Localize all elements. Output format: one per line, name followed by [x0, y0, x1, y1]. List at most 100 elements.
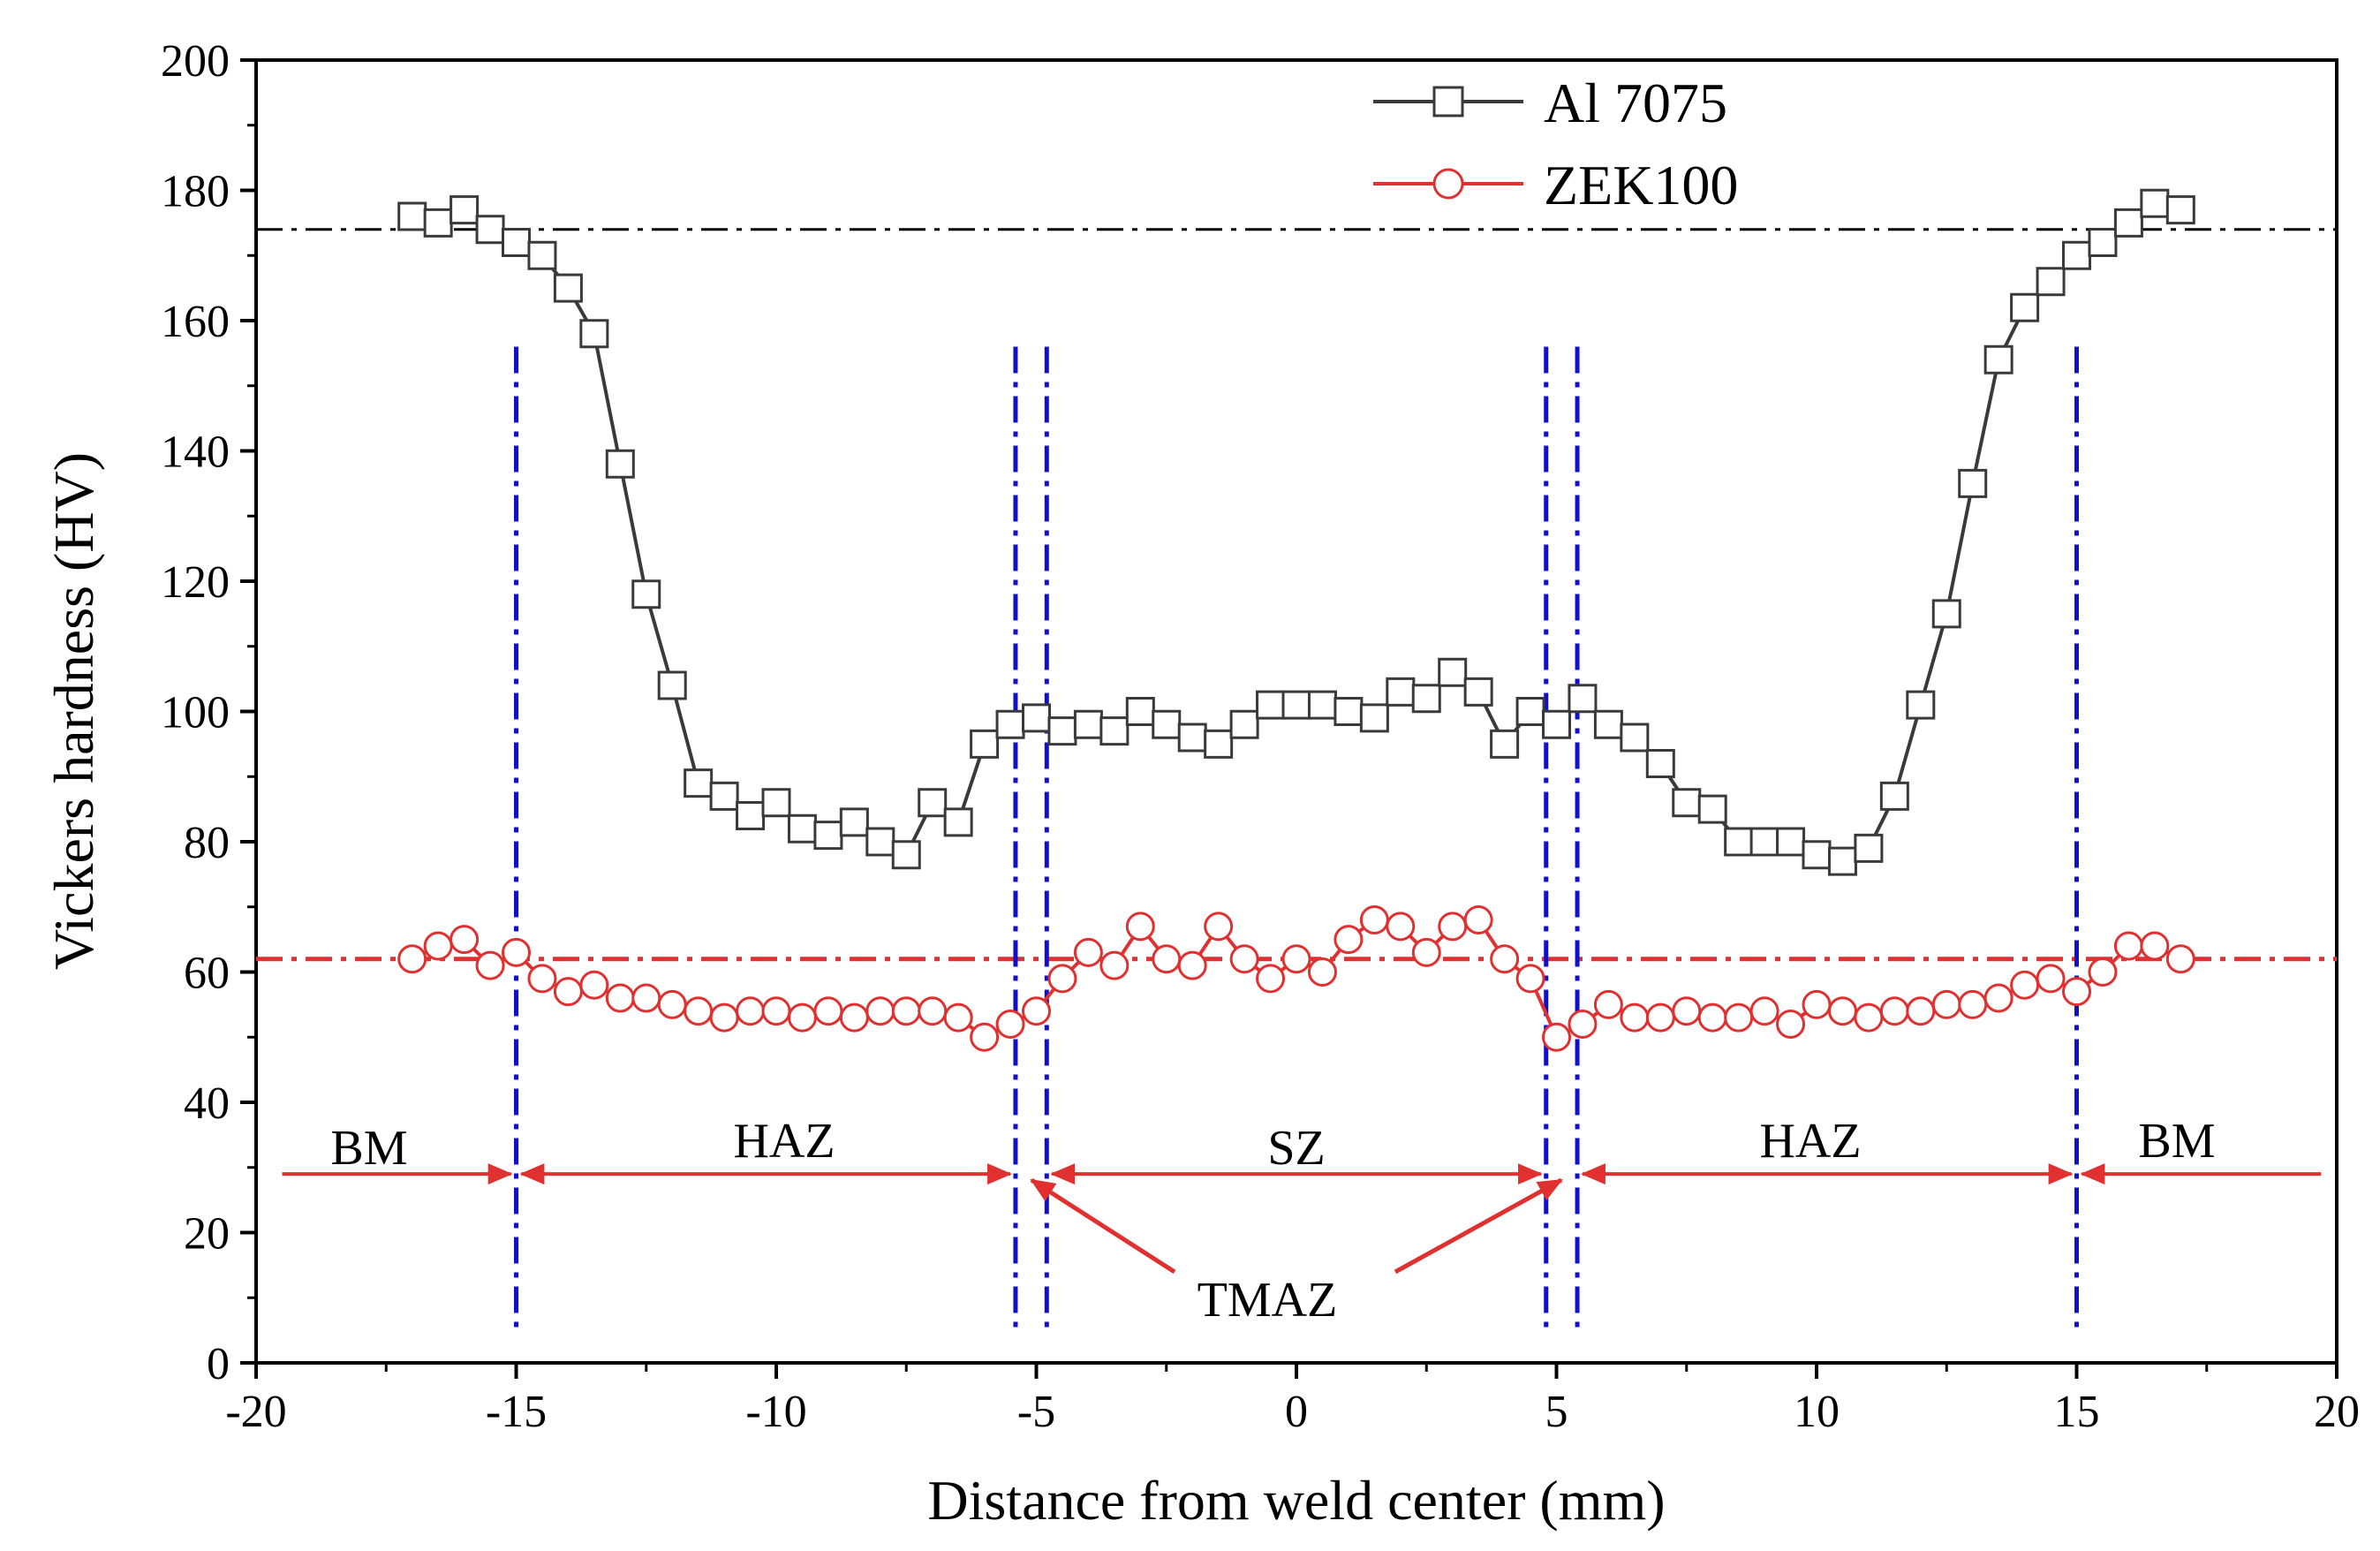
al7075-data-point	[865, 827, 895, 857]
al7075-data-point	[1958, 468, 1988, 498]
zek100-data-point	[1568, 1010, 1598, 1039]
al7075-data-point	[995, 709, 1025, 739]
zek100-data-point	[1490, 944, 1520, 974]
al7075-data-point	[918, 788, 948, 818]
al7075-data-point	[475, 215, 505, 245]
al7075-data-point	[761, 788, 791, 818]
x-tick-label: -15	[486, 1387, 547, 1437]
al7075-data-point	[1645, 749, 1675, 778]
al7075-data-point	[1593, 709, 1623, 739]
legend-marker-square	[1432, 86, 1464, 117]
zek100-data-point	[1438, 912, 1468, 942]
zek100-data-point	[709, 1002, 739, 1033]
zek100-data-point	[1229, 944, 1259, 974]
zek100-data-point	[553, 977, 583, 1007]
tmaz-label: TMAZ	[1198, 1273, 1338, 1328]
y-tick-label: 60	[184, 949, 230, 999]
zek100-data-point	[2113, 931, 2143, 961]
y-tick-label: 0	[207, 1339, 230, 1389]
al7075-data-point	[1411, 684, 1441, 714]
zek100-data-point	[423, 931, 453, 961]
zek100-data-point	[579, 970, 609, 1000]
al7075-data-point	[1490, 729, 1520, 759]
zek100-data-point	[1099, 950, 1130, 980]
legend: Al 7075 ZEK100	[1373, 72, 1738, 216]
y-axis-title: Vickers hardness (HV)	[42, 452, 105, 970]
zone-label-bm-left: BM	[330, 1121, 407, 1176]
al7075-data-point	[787, 813, 817, 844]
zek100-data-point	[1411, 937, 1441, 967]
y-tick-label: 200	[161, 36, 230, 87]
al7075-data-point	[1906, 690, 1936, 720]
al7075-data-point	[709, 781, 739, 811]
al7075-data-point	[2140, 188, 2170, 218]
zek100-data-point	[1645, 1002, 1675, 1033]
legend-marker-circle	[1432, 168, 1464, 200]
zek100-data-point	[1827, 996, 1857, 1026]
al7075-data-point	[2165, 195, 2195, 225]
zek100-data-point	[943, 1002, 973, 1033]
zek100-data-point	[1697, 1002, 1727, 1033]
al7075-data-point	[2036, 267, 2066, 297]
y-tick-label: 100	[161, 688, 230, 738]
y-tick-label: 20	[184, 1209, 230, 1260]
zek100-data-point	[475, 950, 505, 980]
al7075-data-point	[1022, 703, 1051, 733]
zek100-data-point	[1749, 996, 1779, 1026]
zek100-data-point	[1854, 1002, 1884, 1033]
al7075-data-point	[397, 201, 427, 231]
y-tick-label: 180	[161, 167, 230, 217]
zek100-data-point	[918, 996, 948, 1026]
zek100-data-point	[1386, 912, 1416, 942]
zek100-data-point	[2140, 931, 2170, 961]
zek100-data-point	[1463, 905, 1493, 934]
al7075-data-point	[1879, 781, 1909, 811]
legend-label-zek100: ZEK100	[1544, 154, 1738, 216]
al7075-data-point	[1931, 599, 1961, 629]
al7075-data-point	[1386, 677, 1416, 707]
zek100-data-point	[1515, 964, 1545, 994]
zek100-data-point	[736, 996, 766, 1026]
al7075-data-point	[605, 449, 635, 479]
x-tick-label: 20	[2314, 1387, 2360, 1437]
x-axis-title: Distance from weld center (mm)	[927, 1469, 1665, 1532]
al7075-data-point	[502, 228, 531, 257]
al7075-data-point	[1620, 723, 1650, 753]
al7075-data-point	[839, 807, 869, 837]
al7075-data-point	[2062, 240, 2091, 270]
zek100-data-point	[1593, 989, 1623, 1019]
y-axis: 0 20 40 60 80 100 120 140 160 180 200	[161, 36, 256, 1389]
zek100-data-point	[1125, 912, 1155, 942]
zek100-data-point	[2088, 957, 2118, 987]
zek100-data-point	[1672, 996, 1702, 1026]
zek100-data-point	[1047, 964, 1077, 994]
zek100-data-point	[2010, 970, 2040, 1000]
al7075-data-point	[1152, 709, 1182, 739]
zek100-data-point	[2165, 944, 2195, 974]
zek100-data-point	[787, 1002, 817, 1033]
al7075-data-point	[1463, 677, 1493, 707]
al7075-data-point	[1125, 697, 1155, 726]
al7075-data-point	[1204, 729, 1234, 759]
x-tick-label: -10	[745, 1387, 806, 1437]
y-tick-label: 40	[184, 1078, 230, 1129]
al7075-data-point	[1438, 657, 1468, 687]
zek100-data-point	[450, 925, 480, 955]
zek100-data-point	[1359, 905, 1389, 934]
zek100-data-point	[2036, 964, 2066, 994]
zek100-data-point	[891, 996, 921, 1026]
al7075-data-point	[1229, 709, 1259, 739]
x-axis: -20 -15 -10 -5 0 5 10 15 20	[225, 1363, 2360, 1437]
al7075-data-point	[1568, 684, 1598, 714]
al7075-series-line	[412, 201, 2181, 864]
zone-label-haz-left: HAZ	[733, 1114, 835, 1169]
al7075-data-point	[1802, 840, 1832, 870]
zone-label-haz-right: HAZ	[1759, 1114, 1861, 1169]
al7075-data-point	[1256, 690, 1286, 720]
al7075-data-point	[891, 840, 921, 870]
al7075-data-point	[1827, 846, 1857, 876]
al7075-data-point	[1177, 723, 1207, 753]
zek100-data-point	[397, 944, 427, 974]
zek100-data-point	[1281, 944, 1311, 974]
zek100-data-point	[1802, 989, 1832, 1019]
